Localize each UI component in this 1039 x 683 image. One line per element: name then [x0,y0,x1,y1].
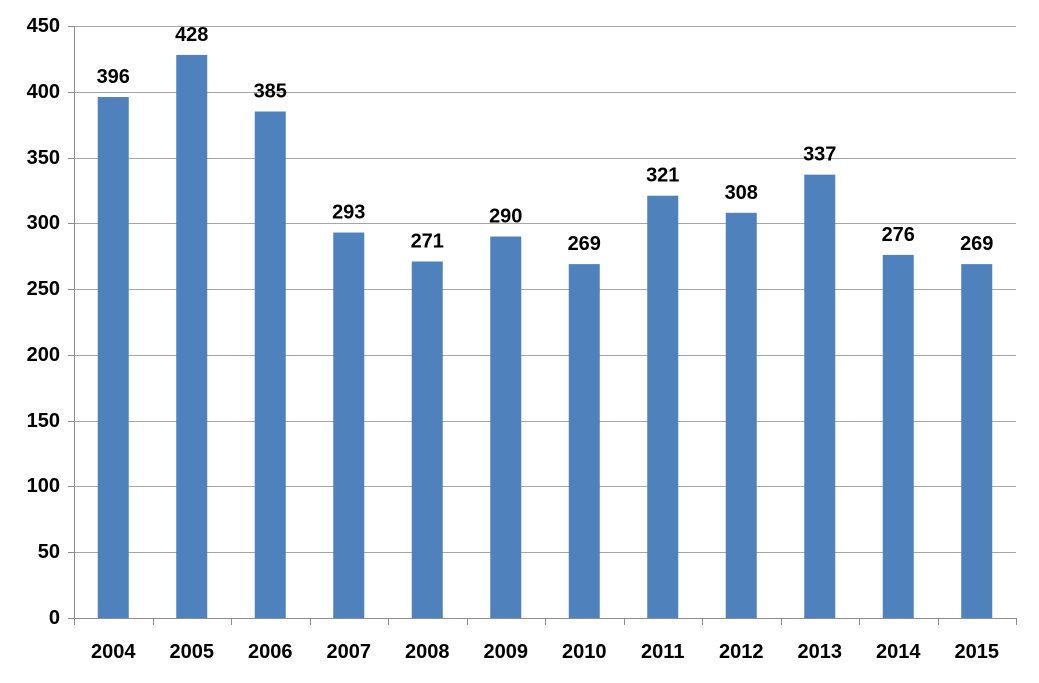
data-label: 428 [175,24,208,46]
x-tick-label: 2009 [484,641,529,663]
data-label: 271 [411,230,444,252]
data-label: 321 [646,165,679,187]
y-tick-label: 100 [27,475,60,497]
x-tick-label: 2004 [91,641,136,663]
y-axis-tick-labels: 0 50 100 150 200 250 300 350 400 450 [27,15,60,629]
data-label: 308 [725,182,758,204]
bar-2010 [568,264,600,618]
x-tick-label: 2011 [641,641,684,663]
y-tick-label: 250 [27,278,60,300]
bars [97,54,993,619]
bar-2015 [961,264,993,618]
data-label: 276 [882,224,915,246]
data-label: 385 [254,81,287,103]
y-tick-label: 350 [27,147,60,169]
x-tick-label: 2008 [405,641,450,663]
data-label: 269 [568,233,601,255]
y-tick-label: 450 [27,15,60,37]
x-tick-label: 2015 [955,641,1000,663]
y-tick-label: 150 [27,410,60,432]
x-tick-label: 2010 [562,641,607,663]
x-tick-label: 2013 [798,641,843,663]
x-tick-label: 2012 [719,641,764,663]
data-label: 396 [97,66,130,88]
bar-2012 [725,212,757,618]
y-tick-label: 300 [27,212,60,234]
axes [68,26,1017,625]
data-label: 290 [489,205,522,227]
data-labels: 396 428 385 293 271 290 269 321 308 337 276 269 [97,24,994,255]
y-tick-label: 200 [27,344,60,366]
x-axis-tick-labels: 2004 2005 2006 2007 2008 2009 2010 2011 2012 2013… [91,641,999,663]
bar-2013 [804,174,836,618]
bar-2011 [647,195,679,618]
x-tick-label: 2005 [170,641,215,663]
bar-2004 [97,97,129,619]
y-tick-label: 50 [38,541,60,563]
x-tick-label: 2006 [248,641,293,663]
gridlines [74,26,1016,553]
data-label: 337 [803,144,836,166]
bar-2008 [411,261,443,618]
bar-2014 [882,254,914,618]
bar-2009 [490,236,522,618]
y-tick-label: 400 [27,81,60,103]
bar-2007 [333,232,365,618]
y-tick-label: 0 [49,607,60,629]
data-label: 293 [332,202,365,224]
bar-2005 [176,54,208,619]
bar-2006 [254,111,286,618]
data-label: 269 [960,233,993,255]
x-tick-label: 2007 [327,641,372,663]
x-tick-label: 2014 [876,641,921,663]
